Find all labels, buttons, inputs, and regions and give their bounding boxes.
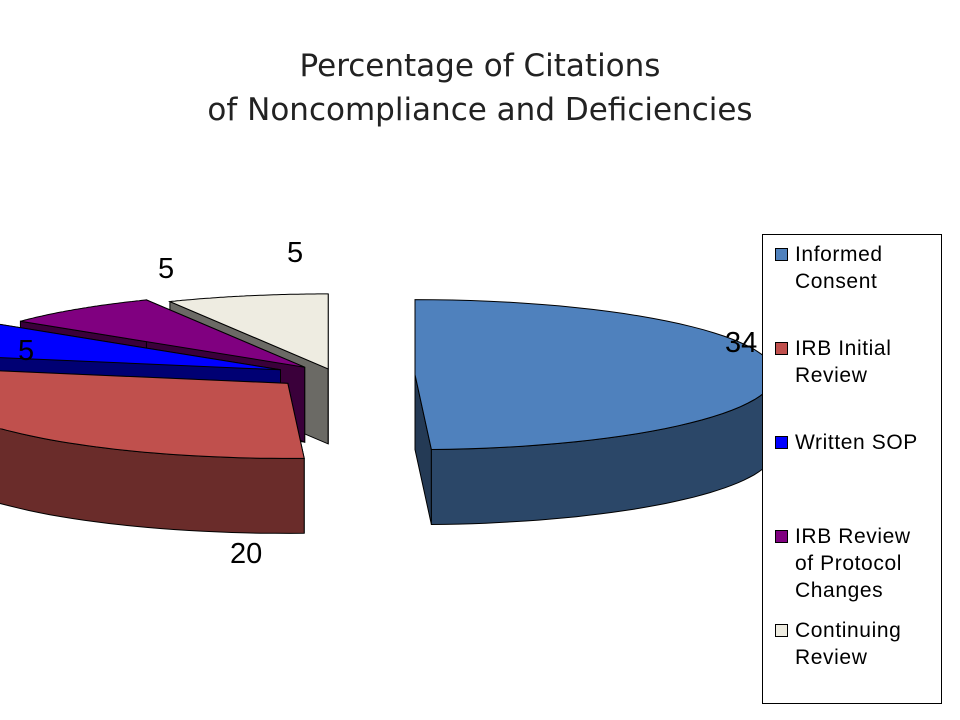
chart-title-line-2: of Noncompliance and Deficiencies (207, 92, 753, 128)
legend-label-line: Review (795, 646, 868, 669)
legend-label-line: Consent (795, 270, 878, 293)
legend-label-3: Written SOP (795, 429, 945, 456)
legend-label-5: Continuing Review (795, 617, 945, 671)
data-label-1: 34 (725, 327, 757, 359)
legend-label-line: Written SOP (795, 431, 918, 454)
chart-title: Percentage of Citations of Noncompliance… (0, 44, 960, 132)
data-label-2: 20 (230, 538, 262, 570)
data-label-5: 5 (287, 237, 303, 269)
legend-label-line: Informed (795, 243, 883, 266)
slice-top-3 (0, 323, 281, 371)
legend-swatch-5 (775, 624, 788, 637)
legend-label-line: IRB Review (795, 525, 911, 548)
legend-label-4: IRB Review of Protocol Changes (795, 523, 945, 604)
legend-swatch-4 (775, 530, 788, 543)
legend: Informed Consent IRB Initial Review Written … (762, 234, 942, 704)
legend-label-2: IRB Initial Review (795, 335, 945, 389)
slice-top-5 (167, 293, 329, 370)
legend-swatch-3 (775, 436, 788, 449)
legend-label-line: Changes (795, 579, 884, 602)
slice-top-2 (0, 370, 305, 459)
legend-label-line: IRB Initial (795, 337, 892, 360)
slice-top-4 (20, 299, 305, 368)
legend-label-1: Informed Consent (795, 241, 945, 295)
legend-swatch-2 (775, 342, 788, 355)
legend-label-line: Continuing (795, 619, 902, 642)
legend-label-line: Review (795, 364, 868, 387)
slice-tops (0, 293, 776, 459)
data-label-3: 5 (18, 335, 34, 367)
chart-title-line-1: Percentage of Citations (299, 48, 661, 84)
legend-label-line: of Protocol (795, 552, 902, 575)
data-label-4: 5 (158, 253, 174, 285)
legend-swatch-1 (775, 248, 788, 261)
